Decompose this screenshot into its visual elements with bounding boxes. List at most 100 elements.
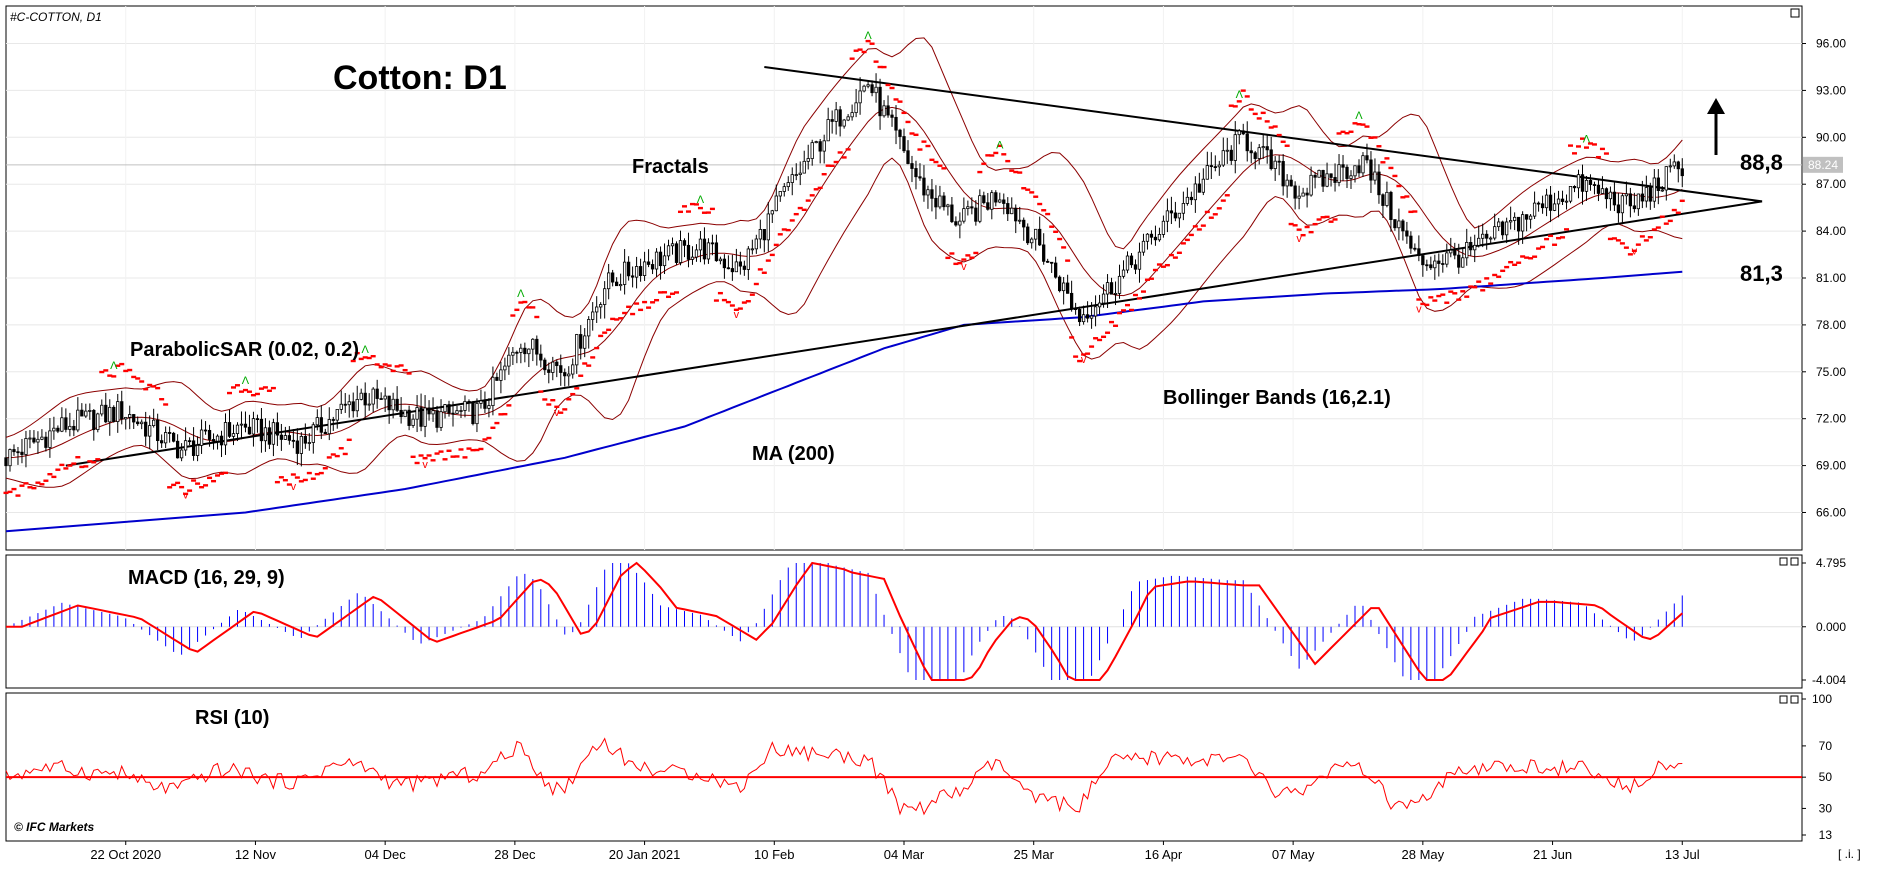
candle-body xyxy=(539,353,543,361)
candle-body xyxy=(160,440,164,444)
price-tick-label: 66.00 xyxy=(1816,505,1846,519)
psar-dot xyxy=(1057,237,1063,241)
candle-body xyxy=(511,351,515,356)
psar-dot xyxy=(1595,155,1601,159)
psar-dot xyxy=(470,448,476,452)
candle-body xyxy=(1038,228,1042,246)
candle-body xyxy=(535,338,539,355)
psar-dot xyxy=(1077,359,1083,363)
candle-body xyxy=(227,422,232,437)
time-tick-label: 28 Dec xyxy=(494,847,536,862)
macd-panel-close-icon[interactable] xyxy=(1790,557,1799,566)
psar-dot xyxy=(1432,299,1438,302)
psar-dot xyxy=(230,386,236,389)
psar-dot xyxy=(606,328,612,332)
psar-dot xyxy=(119,362,125,366)
candle-body xyxy=(862,85,866,92)
candle-body xyxy=(1437,260,1441,264)
fractal-up-icon: Λ xyxy=(110,360,118,372)
candle-body xyxy=(650,264,655,270)
candle-body xyxy=(291,439,295,442)
macd-panel-control-icon[interactable] xyxy=(1779,557,1788,566)
psar-dot xyxy=(797,206,803,210)
psar-dot xyxy=(334,454,340,458)
candle-body xyxy=(136,421,140,425)
candle-body xyxy=(1540,203,1545,209)
candle-body xyxy=(459,410,463,412)
rsi-panel-close-icon[interactable] xyxy=(1790,695,1799,704)
candle-body xyxy=(187,440,192,443)
candle-body xyxy=(1006,203,1010,215)
candle-body xyxy=(1620,195,1625,214)
psar-dot xyxy=(1607,237,1613,241)
psar-dot xyxy=(450,455,456,458)
candle-body xyxy=(1042,244,1046,262)
candle-body xyxy=(279,434,284,440)
psar-dot xyxy=(845,148,851,151)
candle-body xyxy=(1520,214,1525,232)
candle-body xyxy=(1656,177,1660,191)
candle-body xyxy=(902,136,906,152)
price-panel-control-icon[interactable] xyxy=(1790,8,1800,18)
psar-dot xyxy=(510,314,516,317)
psar-dot xyxy=(769,253,775,257)
candle-body xyxy=(72,425,76,431)
candle-body xyxy=(1153,236,1158,241)
psar-dot xyxy=(1420,302,1426,306)
candle-body xyxy=(1125,255,1130,271)
fractal-down-icon: v xyxy=(291,481,297,493)
candle-body xyxy=(100,404,104,415)
candle-body xyxy=(822,140,826,152)
psar-dot xyxy=(733,308,739,312)
candle-body xyxy=(195,444,200,456)
psar-dot xyxy=(566,398,572,401)
candle-body xyxy=(1345,166,1349,179)
candle-body xyxy=(1213,166,1217,169)
psar-dot xyxy=(941,167,947,170)
candle-body xyxy=(894,116,898,131)
psar-dot xyxy=(219,472,225,475)
candle-body xyxy=(76,409,80,431)
candle-body xyxy=(1417,248,1421,256)
psar-dot xyxy=(1196,228,1202,231)
rsi-panel-control-icon[interactable] xyxy=(1779,695,1788,704)
candle-body xyxy=(407,409,411,426)
psar-dot xyxy=(1332,218,1338,221)
bb-label: Bollinger Bands (16,2.1) xyxy=(1163,387,1391,409)
psar-dot xyxy=(1575,145,1581,148)
psar-dot xyxy=(913,133,919,137)
candle-body xyxy=(403,409,407,418)
psar-dot xyxy=(1380,161,1386,164)
candle-body xyxy=(215,435,220,442)
candle-body xyxy=(1680,168,1684,177)
candle-body xyxy=(1265,146,1269,151)
psar-dot xyxy=(234,384,240,387)
candle-body xyxy=(762,229,766,241)
candle-body xyxy=(1349,175,1353,179)
psar-dot xyxy=(642,300,648,304)
fractal-down-icon: v xyxy=(1081,354,1087,366)
psar-dot xyxy=(302,478,308,482)
psar-dot xyxy=(147,383,153,387)
psar-dot xyxy=(1220,199,1226,202)
psar-dot xyxy=(1444,301,1450,304)
candle-body xyxy=(854,102,858,114)
psar-dot xyxy=(191,479,197,482)
candle-body xyxy=(770,210,774,215)
candle-body xyxy=(738,261,743,267)
candle-body xyxy=(1445,252,1449,265)
candle-body xyxy=(371,388,375,405)
candle-body xyxy=(830,119,834,122)
psar-dot xyxy=(570,392,576,396)
psar-dot xyxy=(258,387,264,390)
candle-body xyxy=(491,376,495,407)
psar-dot xyxy=(610,317,616,321)
candle-body xyxy=(171,432,176,442)
candle-body xyxy=(1572,185,1577,189)
psar-dot xyxy=(829,164,835,167)
psar-dot xyxy=(526,306,532,309)
ma-label: MA (200) xyxy=(752,443,835,465)
psar-dot xyxy=(1033,195,1039,198)
psar-dot xyxy=(1667,219,1673,223)
